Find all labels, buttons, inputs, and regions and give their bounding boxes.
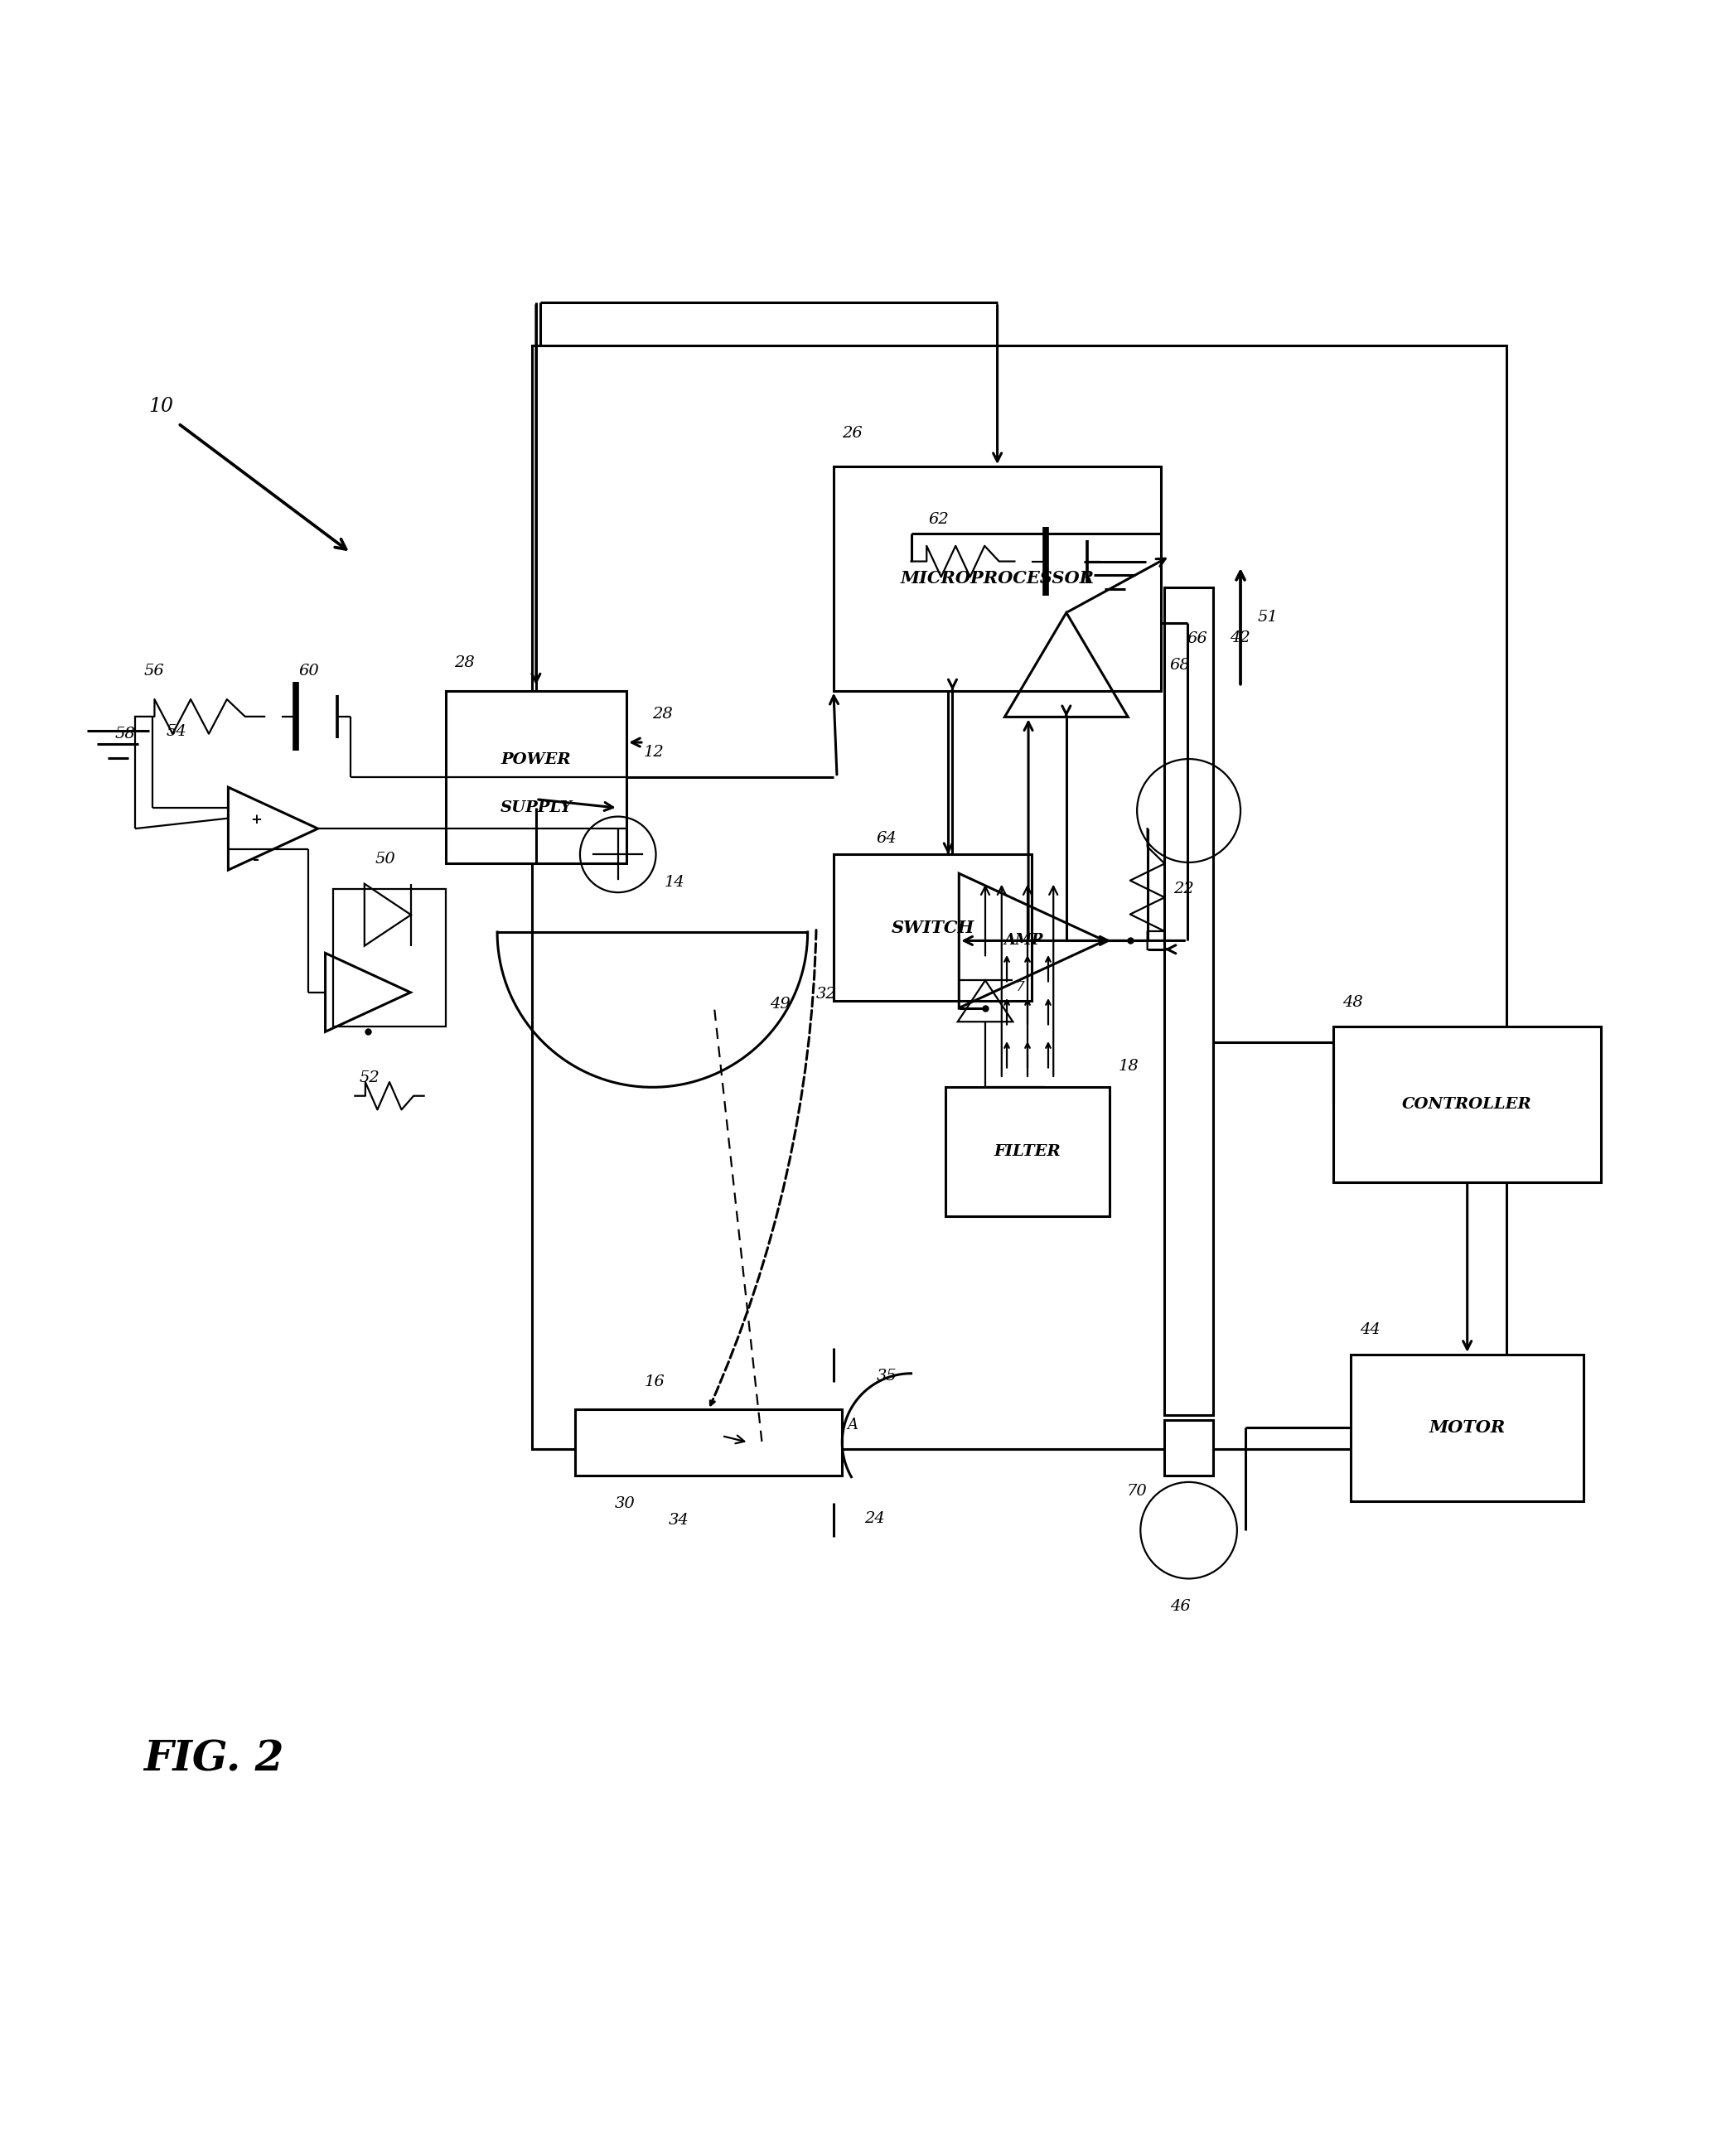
Bar (333, 888, 446, 1027)
Text: 68: 68 (1170, 657, 1191, 672)
Text: MOTOR: MOTOR (1429, 1419, 1505, 1436)
Text: 56: 56 (144, 663, 165, 678)
Text: -: - (252, 852, 259, 867)
Text: 34: 34 (668, 1513, 689, 1528)
Bar (1165, 586, 1213, 1415)
Text: POWER: POWER (502, 751, 571, 766)
Text: 66: 66 (1187, 631, 1208, 646)
Text: 12: 12 (644, 745, 665, 760)
Text: FILTER: FILTER (995, 1145, 1061, 1160)
Text: 44: 44 (1359, 1323, 1380, 1338)
Text: FIG. 2: FIG. 2 (144, 1740, 285, 1780)
Text: 35: 35 (877, 1370, 898, 1385)
Text: 10: 10 (149, 396, 174, 415)
Text: 64: 64 (877, 830, 898, 845)
Text: 22: 22 (1174, 882, 1194, 897)
Bar (446, 691, 627, 862)
Text: 7: 7 (1016, 980, 1026, 995)
Text: +: + (250, 813, 262, 826)
Text: 58: 58 (115, 725, 135, 740)
Bar (833, 854, 1031, 1002)
Text: 18: 18 (1118, 1059, 1139, 1074)
Text: 26: 26 (842, 426, 863, 441)
Text: 50: 50 (375, 852, 396, 867)
Text: 70: 70 (1127, 1483, 1147, 1498)
Text: 42: 42 (1231, 631, 1250, 646)
Text: 14: 14 (665, 875, 686, 890)
Text: 16: 16 (644, 1374, 665, 1389)
Bar (1351, 1355, 1583, 1500)
Text: 46: 46 (1170, 1599, 1191, 1614)
Text: 52: 52 (359, 1070, 380, 1085)
Text: 60: 60 (299, 663, 319, 678)
Text: 30: 30 (615, 1496, 635, 1511)
Text: SWITCH: SWITCH (891, 920, 974, 935)
Text: A: A (847, 1417, 858, 1432)
Bar (1333, 1027, 1601, 1181)
Text: CONTROLLER: CONTROLLER (1403, 1098, 1533, 1113)
Text: 24: 24 (865, 1511, 885, 1526)
Bar (1165, 1421, 1213, 1474)
Text: 32: 32 (816, 987, 837, 1002)
Text: 51: 51 (1259, 610, 1278, 625)
Text: 62: 62 (929, 511, 950, 526)
Bar (575, 1410, 842, 1474)
Text: 48: 48 (1342, 995, 1363, 1010)
Text: 28: 28 (653, 706, 674, 721)
Bar (946, 1087, 1109, 1216)
Text: 28: 28 (455, 655, 474, 670)
Text: MICROPROCESSOR: MICROPROCESSOR (901, 571, 1094, 586)
Text: 54: 54 (167, 723, 187, 738)
Bar (531, 347, 1507, 1449)
Text: AMP: AMP (1003, 933, 1043, 948)
Bar (833, 467, 1161, 691)
Text: 49: 49 (769, 997, 790, 1012)
Text: SUPPLY: SUPPLY (500, 800, 571, 815)
